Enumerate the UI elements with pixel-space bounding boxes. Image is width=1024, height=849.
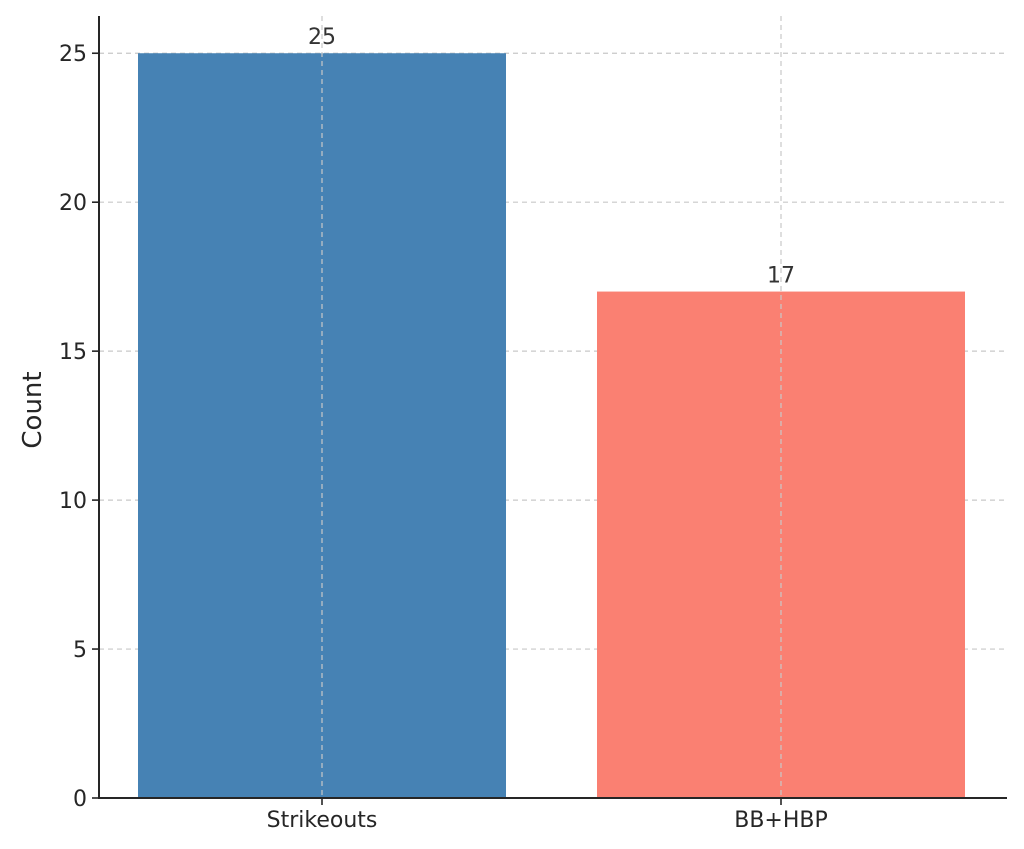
data-labels: 25 17 bbox=[308, 25, 795, 288]
bars bbox=[138, 53, 965, 798]
y-axis-title: Count bbox=[18, 371, 48, 448]
data-label: 25 bbox=[308, 25, 336, 50]
data-label: 17 bbox=[767, 264, 795, 289]
vertical-grid-lines bbox=[321, 16, 782, 798]
y-tick-label: 15 bbox=[59, 340, 87, 365]
y-tick-label: 5 bbox=[73, 638, 87, 663]
x-tick-label: BB+HBP bbox=[734, 808, 828, 833]
y-tick-label: 10 bbox=[59, 489, 87, 514]
x-tick-label: Strikeouts bbox=[267, 808, 378, 833]
y-tick-label: 20 bbox=[59, 191, 87, 216]
y-tick-label: 25 bbox=[59, 42, 87, 67]
axes bbox=[98, 16, 1007, 799]
y-tick-label: 0 bbox=[73, 787, 87, 812]
ticks: 0 5 10 15 20 25 Strikeouts BB+HBP bbox=[59, 42, 828, 833]
